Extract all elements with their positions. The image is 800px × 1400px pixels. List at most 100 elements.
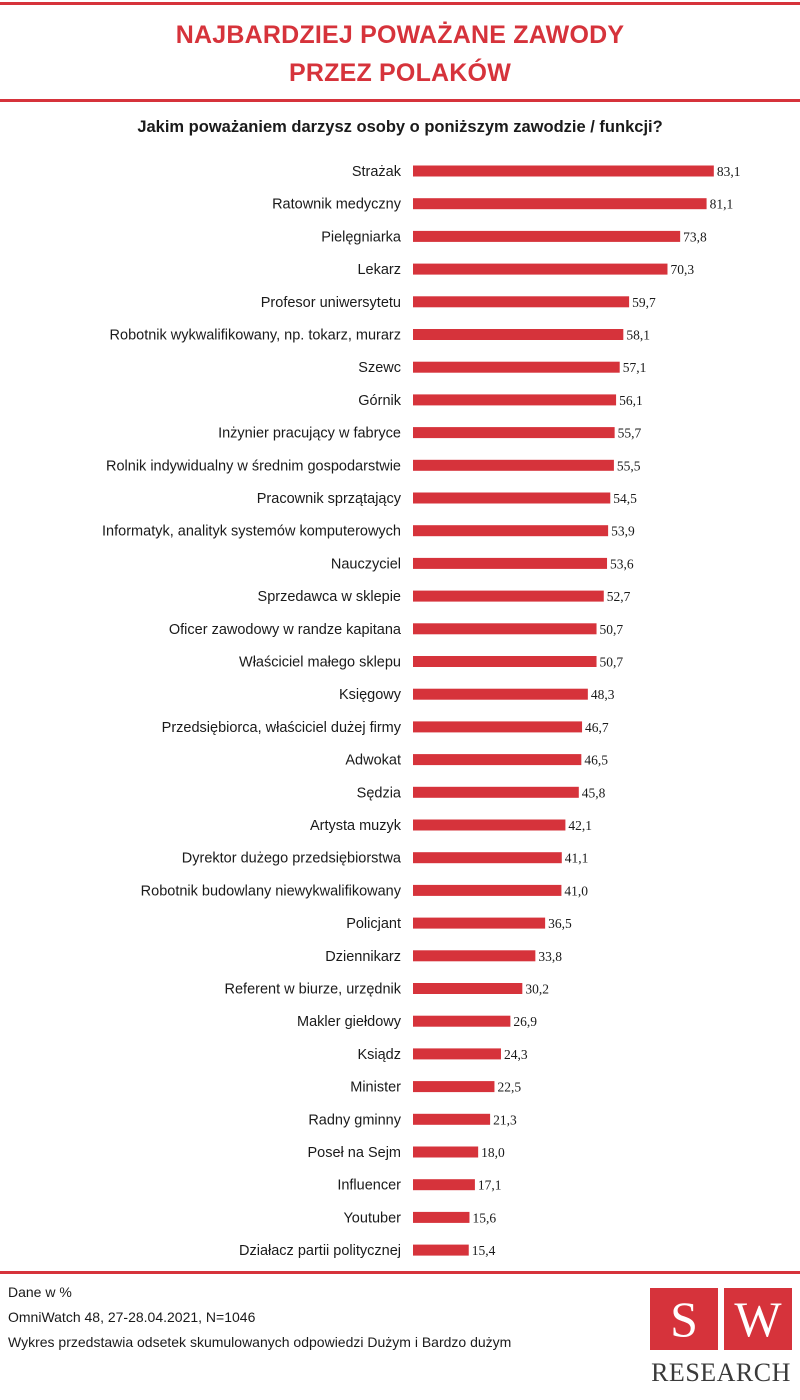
value-label: 41,0 [564,883,588,898]
category-label: Ratownik medyczny [272,197,402,213]
value-label: 48,3 [591,687,615,702]
value-label: 36,5 [548,916,572,931]
chart-title-line-1: NAJBARDZIEJ POWAŻANE ZAWODY [175,21,625,49]
category-label: Artysta muzyk [310,818,402,834]
value-label: 56,1 [619,393,643,408]
bar [413,786,579,798]
category-label: Właściciel małego sklepu [239,655,401,671]
category-label: Policjant [346,916,401,932]
bar [413,492,611,504]
category-label: Księgowy [339,687,402,703]
category-label: Makler giełdowy [297,1014,402,1030]
logo-letter-s: S [650,1288,718,1350]
value-label: 52,7 [607,589,631,604]
value-label: 58,1 [626,328,650,343]
bar [413,1179,475,1191]
category-label: Działacz partii politycznej [239,1243,401,1259]
chart-title-line-2: PRZEZ POLAKÓW [288,59,512,87]
value-label: 30,2 [525,982,549,997]
category-label: Pracownik sprzątający [257,491,402,507]
footer-notes: Dane w % OmniWatch 48, 27-28.04.2021, N=… [8,1280,511,1355]
value-label: 21,3 [493,1112,517,1127]
category-label: Ksiądz [357,1047,401,1063]
top-rule [0,2,800,5]
value-label: 59,7 [632,295,656,310]
bar [413,1081,495,1093]
bar [413,1048,501,1060]
category-label: Referent w biurze, urzędnik [225,982,402,998]
value-label: 83,1 [717,164,741,179]
value-label: 42,1 [568,818,592,833]
bar [413,459,614,471]
bar [413,1113,491,1125]
bar [413,394,617,406]
bar [413,198,707,210]
category-label: Minister [350,1080,401,1096]
footer-unit-note: Dane w % [8,1284,72,1300]
category-label: Youtuber [343,1210,401,1226]
chart-title: NAJBARDZIEJ POWAŻANE ZAWODY PRZEZ POLAKÓ… [0,16,800,92]
bar [413,983,523,994]
category-label: Strażak [352,164,402,180]
value-label: 54,5 [613,491,637,506]
category-label: Szewc [358,360,401,376]
bar [413,230,681,242]
category-label: Rolnik indywidualny w średnim gospodarst… [106,458,401,474]
category-label: Radny gminny [308,1112,401,1128]
value-label: 22,5 [497,1080,521,1095]
category-label: Górnik [358,393,401,409]
value-label: 17,1 [478,1178,502,1193]
category-label: Nauczyciel [331,556,401,572]
value-label: 15,4 [472,1243,496,1258]
value-label: 81,1 [710,197,734,212]
value-label: 45,8 [582,785,606,800]
category-label: Profesor uniwersytetu [261,295,401,311]
value-label: 18,0 [481,1145,505,1160]
value-label: 73,8 [683,229,707,244]
bar [413,525,609,537]
bar [413,950,536,962]
bar [413,721,583,733]
value-label: 46,7 [585,720,609,735]
bar [413,917,546,929]
value-label: 24,3 [504,1047,528,1062]
footer-method-note: Wykres przedstawia odsetek skumulowanych… [8,1334,512,1350]
sw-research-logo: S W RESEARCH [650,1288,792,1396]
footer-source-note: OmniWatch 48, 27-28.04.2021, N=1046 [8,1309,256,1325]
category-label: Sędzia [357,785,402,801]
bar [413,165,714,177]
bar [413,623,597,635]
value-label: 46,5 [584,753,608,768]
category-label: Sprzedawca w sklepie [258,589,401,605]
bar [413,296,630,308]
category-label: Robotnik budowlany niewykwalifikowany [141,883,402,899]
bar [413,263,668,275]
bar [413,1015,511,1027]
value-label: 26,9 [513,1014,537,1029]
bar-chart: Strażak 83,1 Ratownik medyczny 81,1 Pielęgni… [102,164,741,1259]
footer-rule [0,1271,800,1274]
value-label: 50,7 [600,622,624,637]
category-label: Poseł na Sejm [308,1145,402,1161]
value-label: 55,5 [617,458,641,473]
value-label: 41,1 [565,851,589,866]
category-label: Pielęgniarka [321,229,402,245]
bar [413,361,620,373]
bar [413,656,597,667]
value-label: 53,9 [611,524,635,539]
value-label: 50,7 [600,655,624,670]
category-label: Robotnik wykwalifikowany, np. tokarz, mu… [110,328,401,344]
bar [413,590,604,602]
bar [413,819,566,831]
bar [413,884,562,896]
value-label: 53,6 [610,556,634,571]
bar [413,1211,470,1223]
bar [413,427,615,439]
logo-letter-w: W [724,1288,792,1350]
bar [413,688,588,700]
category-label: Influencer [337,1178,401,1194]
bar [413,329,624,340]
category-label: Adwokat [345,753,401,769]
value-label: 33,8 [538,949,562,964]
category-label: Dyrektor dużego przedsiębiorstwa [182,851,402,867]
